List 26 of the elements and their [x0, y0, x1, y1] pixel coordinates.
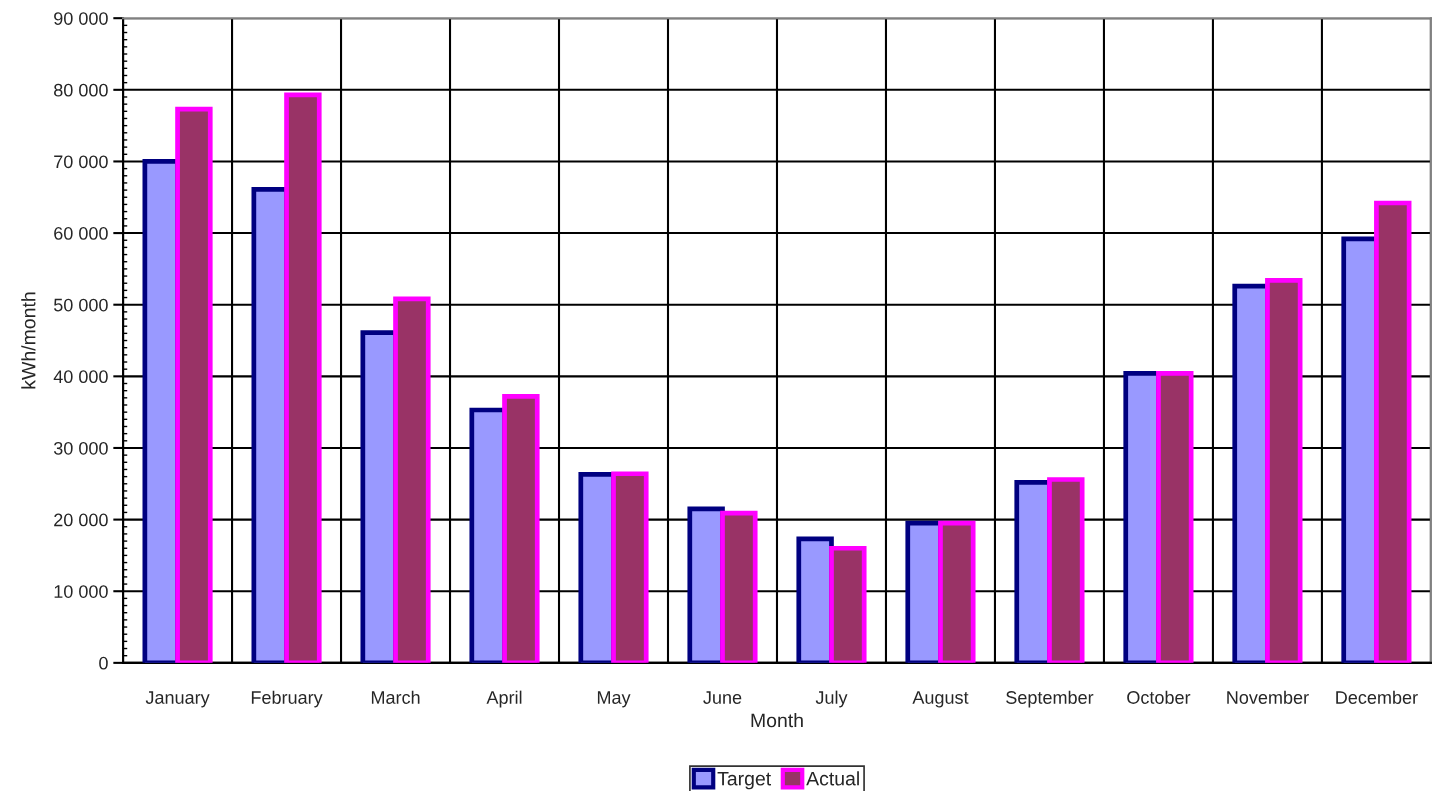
legend-label: Target [717, 771, 772, 790]
y-tick-label: 80 000 [54, 83, 108, 97]
y-tick-label: 10 000 [54, 585, 108, 598]
x-tick-label: November [1227, 690, 1309, 704]
x-tick-label: March [371, 690, 420, 704]
x-tick-label: April [486, 690, 522, 708]
x-tick-label: February [251, 690, 323, 708]
y-tick-label: 60 000 [54, 227, 108, 240]
y-tick-label: 90 000 [54, 12, 108, 25]
y-tick-label: 20 000 [54, 513, 108, 527]
y-tick-label: 0 [99, 656, 108, 670]
y-axis-title: kWh/month [21, 292, 36, 389]
x-axis-title: Month [751, 713, 803, 728]
x-tick-label: October [1127, 690, 1191, 704]
x-tick-label: May [597, 691, 631, 708]
y-tick-label: 50 000 [53, 298, 108, 312]
x-tick-label: June [703, 691, 742, 704]
x-tick-label: January [145, 691, 210, 708]
x-tick-label: July [815, 690, 848, 708]
legend-label: Actual [806, 771, 859, 786]
x-tick-label: December [1336, 690, 1418, 704]
x-tick-label: September [1006, 690, 1094, 708]
y-tick-label: 40 000 [53, 370, 108, 384]
x-tick-label: August [912, 691, 969, 708]
y-tick-label: 70 000 [54, 155, 108, 169]
y-tick-label: 30 000 [53, 441, 108, 455]
